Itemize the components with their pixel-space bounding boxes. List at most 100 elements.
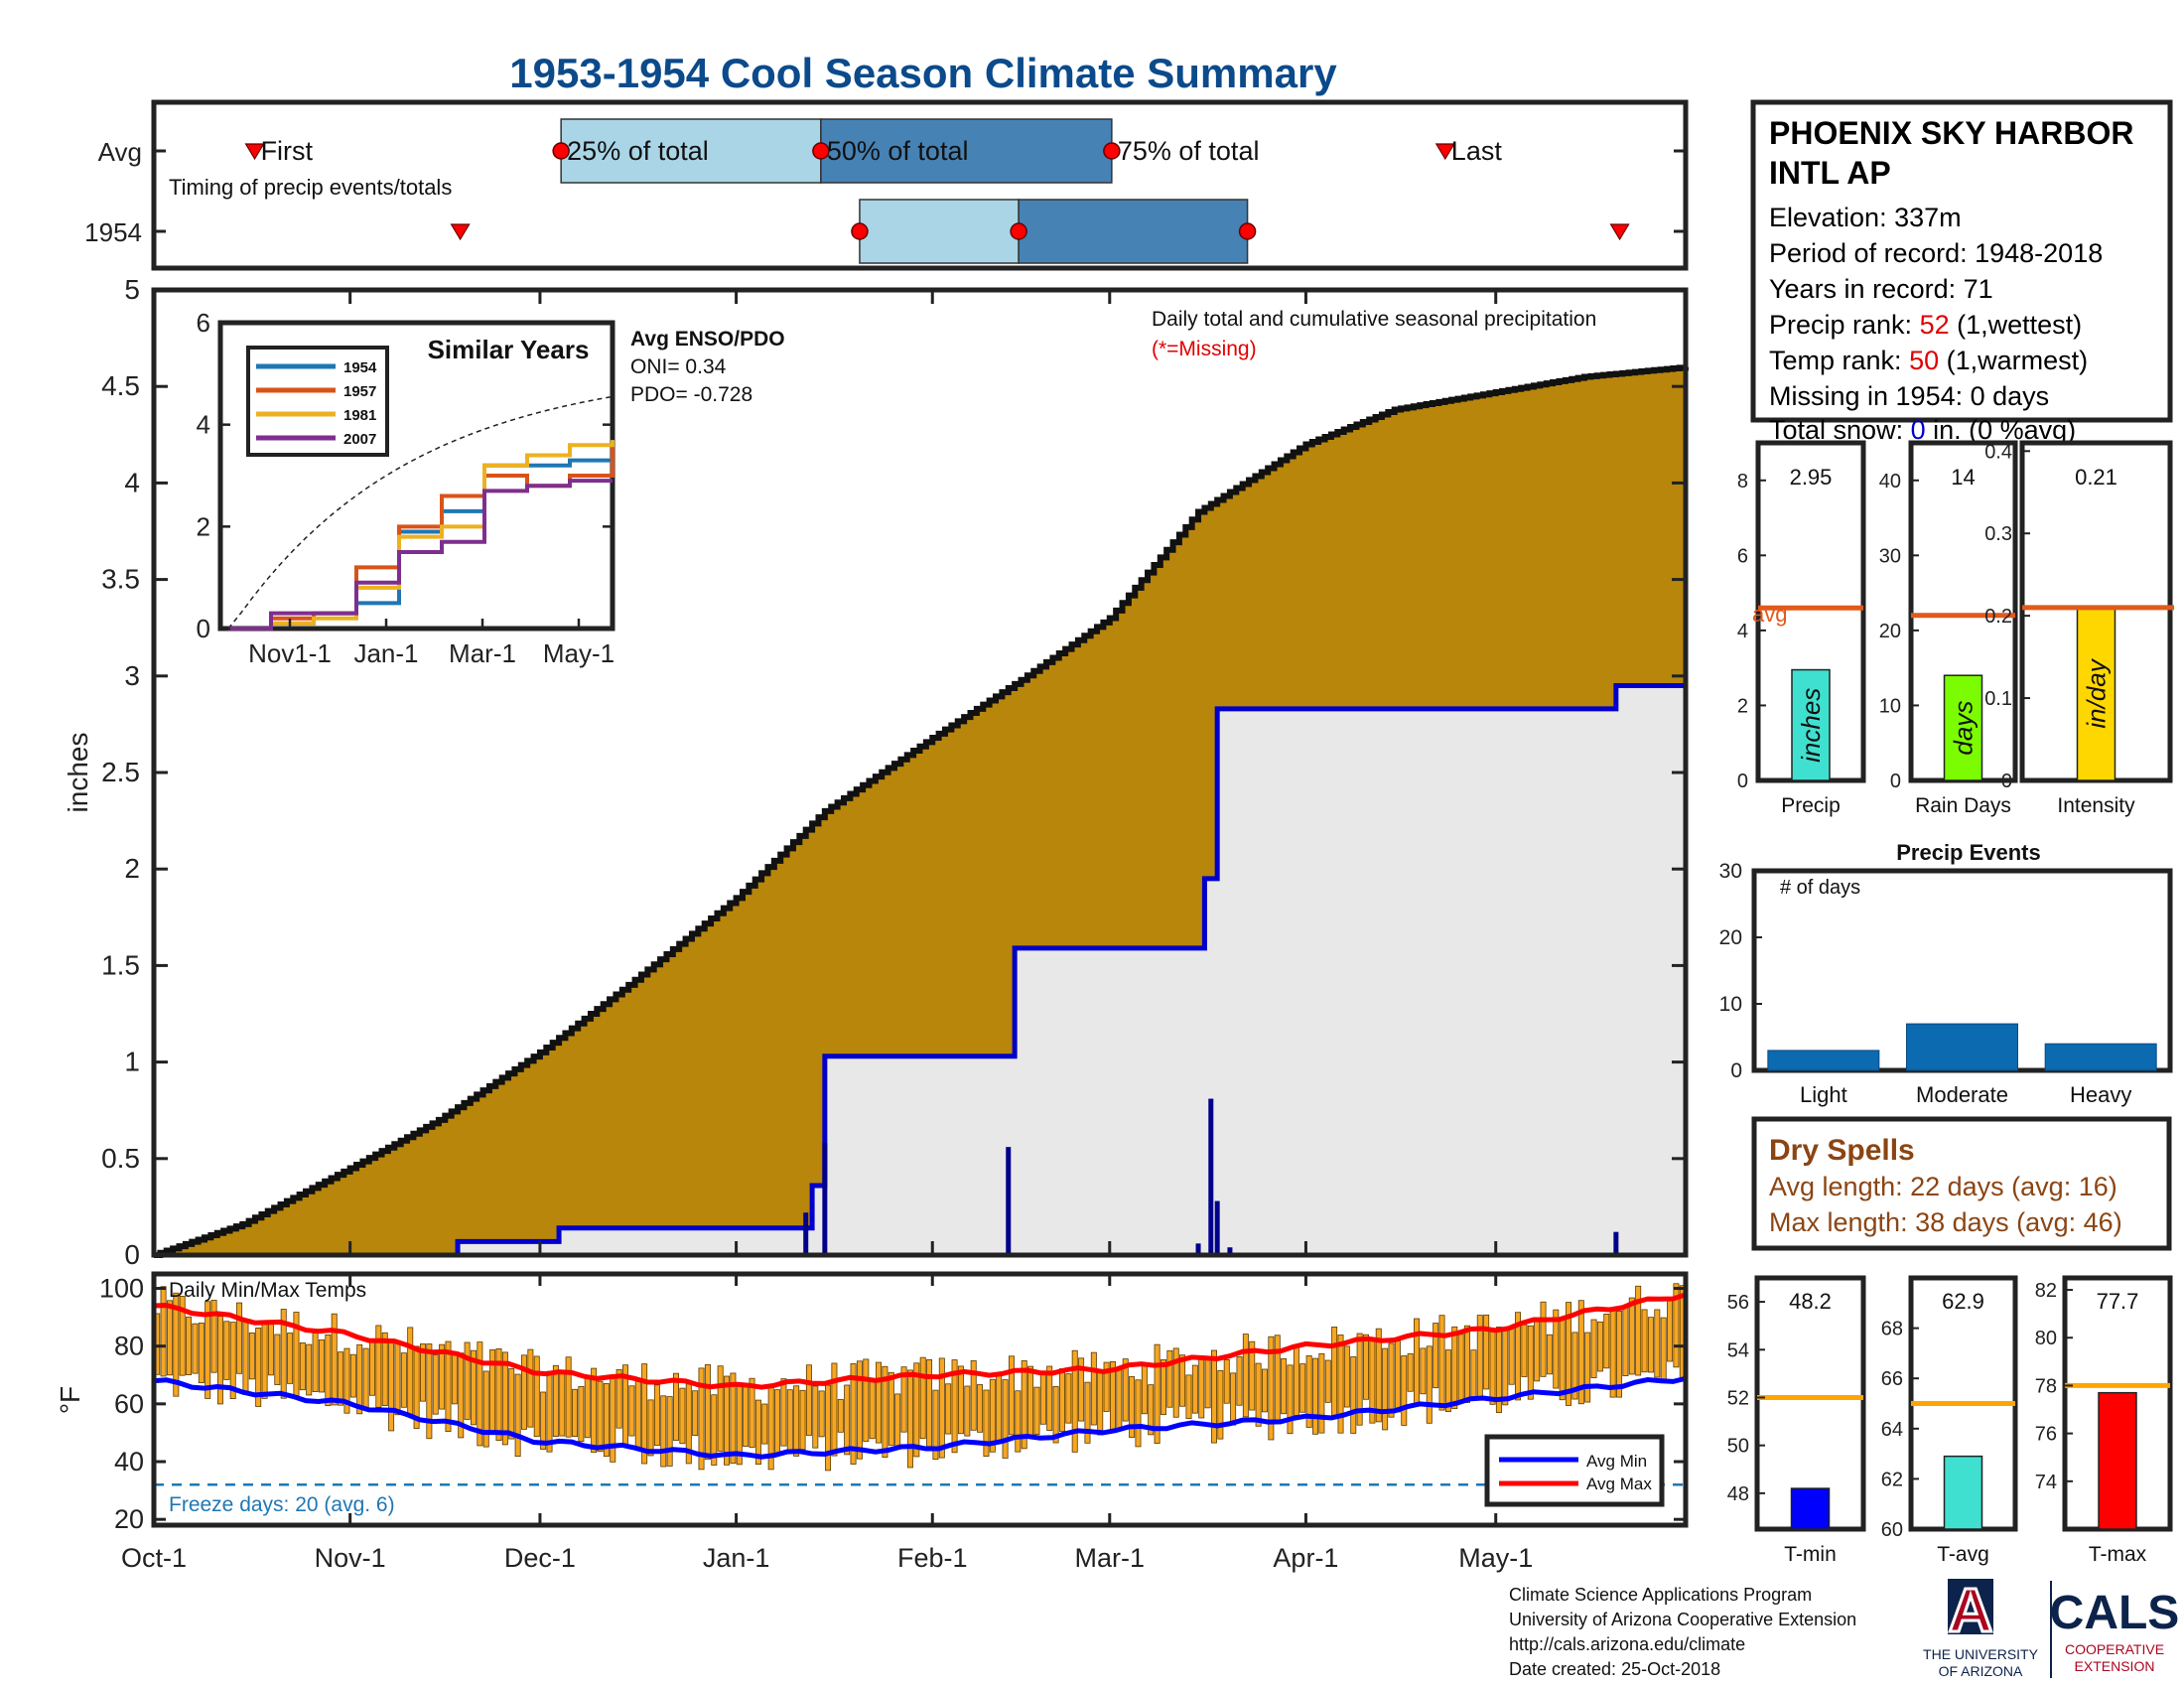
figure-title: 1953-1954 Cool Season Climate Summary <box>509 50 1337 96</box>
main-ytick-label: 4 <box>124 467 140 497</box>
temp-daily-bar <box>1673 1283 1680 1368</box>
footer-line1: Climate Science Applications Program <box>1509 1585 1812 1605</box>
inset-avg-dashed-line <box>227 395 614 630</box>
temp-daily-bar <box>1281 1357 1288 1415</box>
temp-daily-bar <box>1287 1364 1294 1435</box>
temp-daily-bar <box>1129 1376 1136 1438</box>
temp-daily-bar <box>527 1348 534 1428</box>
temp-daily-bar <box>1033 1386 1040 1436</box>
temp-daily-bar <box>660 1395 667 1468</box>
temp-daily-bar <box>774 1389 781 1457</box>
temp-daily-bar <box>1249 1340 1256 1411</box>
temp-daily-bar <box>1394 1340 1401 1413</box>
temp-daily-bar <box>192 1323 199 1374</box>
temp-daily-bar <box>1185 1374 1192 1420</box>
temp-ytick-label: 100 <box>99 1274 144 1304</box>
temp-ytick-label: 80 <box>114 1332 144 1361</box>
bar-ytick-label: 0.1 <box>1984 688 2012 710</box>
avg-max-line <box>153 1292 1687 1390</box>
temp-daily-bar <box>938 1357 945 1459</box>
station-period: Period of record: 1948-2018 <box>1769 238 2103 268</box>
timing-marker-p50 <box>1010 222 1027 240</box>
bar-raindays <box>1943 674 1983 781</box>
temp-daily-bar <box>1577 1300 1584 1405</box>
temp-daily-bar <box>1154 1343 1160 1445</box>
bar-ytick-label: 30 <box>1879 545 1901 567</box>
bar-unit-intensity: in/day <box>2082 657 2112 728</box>
temp-daily-bar <box>698 1367 705 1471</box>
main-ytick-label: 3 <box>124 660 140 691</box>
inset-ytick-label: 4 <box>197 410 210 440</box>
temp-daily-bar <box>432 1354 439 1415</box>
temp-daily-bar <box>1331 1327 1338 1417</box>
temp-daily-bar <box>198 1322 205 1383</box>
temp-daily-bar <box>501 1351 508 1446</box>
temp-daily-bar <box>1508 1327 1515 1385</box>
daily-precip-bar <box>822 1143 828 1255</box>
timing-label-75: 75% of total <box>1118 136 1260 166</box>
temp-legend: Avg Min Avg Max <box>1484 1434 1665 1507</box>
temp-daily-bar <box>1470 1349 1477 1400</box>
station-missing: Missing in 1954: 0 days <box>1769 381 2049 411</box>
temp-daily-bar <box>362 1347 369 1411</box>
timing-subtitle: Timing of precip events/totals <box>169 175 452 200</box>
timing-panel: Avg 1954 Timing of precip events/totals … <box>84 99 1689 271</box>
temp-box-ytick-label: 60 <box>1881 1519 1903 1541</box>
events-title: Precip Events <box>1896 840 2041 865</box>
temp-daily-bar <box>1388 1342 1395 1418</box>
main-ytick-label: 2 <box>124 853 140 884</box>
temp-bar-tavg <box>1943 1455 1983 1530</box>
temp-daily-bar <box>926 1358 933 1448</box>
temp-daily-bar <box>887 1371 894 1446</box>
timing-box-50-75 <box>1018 199 1249 264</box>
temp-daily-bar <box>1420 1347 1427 1395</box>
x-tick-label: Dec-1 <box>504 1543 576 1573</box>
temp-daily-bar <box>1122 1358 1129 1422</box>
temp-daily-bar <box>419 1343 426 1402</box>
temp-box-ytick-label: 66 <box>1881 1368 1903 1390</box>
temp-daily-bar <box>1015 1390 1022 1453</box>
temp-daily-bar <box>1021 1360 1027 1450</box>
temp-daily-bar <box>445 1340 452 1433</box>
temp-daily-bar <box>1609 1310 1616 1398</box>
temp-daily-bar <box>647 1399 654 1457</box>
station-frame <box>1750 99 2173 423</box>
temp-daily-bar <box>205 1301 211 1399</box>
inset-title: Similar Years <box>428 335 590 364</box>
bar-value-precip: 2.95 <box>1790 465 1833 490</box>
timing-marker-first <box>244 143 265 161</box>
temp-daily-bar <box>1515 1312 1522 1401</box>
temp-title: Daily Min/Max Temps <box>169 1279 366 1302</box>
footer-line3: http://cals.arizona.edu/climate <box>1509 1634 1745 1654</box>
events-ytick-label: 30 <box>1719 860 1742 883</box>
main-ytick-label: 2.5 <box>101 757 140 787</box>
timing-label-50: 50% of total <box>827 136 969 166</box>
temp-daily-bar <box>1534 1319 1541 1382</box>
temp-value-tavg: 62.9 <box>1942 1289 1984 1314</box>
legend-avg-max: Avg Max <box>1586 1475 1652 1493</box>
temp-daily-bar <box>1103 1361 1110 1412</box>
temperature-summary-bars: 48.2 T-min 48 50 52 54 56 62.9 T-avg 60 62 64 66 68 77… <box>1727 1275 2173 1566</box>
temp-daily-bar <box>546 1370 553 1453</box>
events-ytick-label: 0 <box>1730 1059 1742 1082</box>
temp-box-ytick-label: 50 <box>1727 1436 1749 1458</box>
temp-daily-bar <box>1052 1386 1059 1444</box>
bar-intensity <box>2076 607 2116 781</box>
bar-precip <box>1791 668 1831 781</box>
temp-label-tavg: T-avg <box>1937 1543 1989 1566</box>
temp-box-ytick-label: 68 <box>1881 1319 1903 1340</box>
temp-daily-bar <box>242 1321 249 1395</box>
temp-daily-bar <box>255 1328 262 1407</box>
season-1954-area <box>154 685 1686 1255</box>
ua-logo-line1: THE UNIVERSITY <box>1923 1646 2039 1662</box>
station-name-line1: PHOENIX SKY HARBOR <box>1769 115 2133 151</box>
temp-box-ytick-label: 56 <box>1727 1292 1749 1314</box>
temp-daily-bar <box>799 1389 806 1451</box>
temp-daily-bar <box>1039 1373 1046 1425</box>
temp-daily-bar <box>818 1390 825 1438</box>
timing-label-first: First <box>261 136 314 166</box>
temp-daily-bar <box>160 1286 167 1377</box>
temp-daily-bar <box>471 1349 477 1426</box>
timing-label-25: 25% of total <box>567 136 709 166</box>
